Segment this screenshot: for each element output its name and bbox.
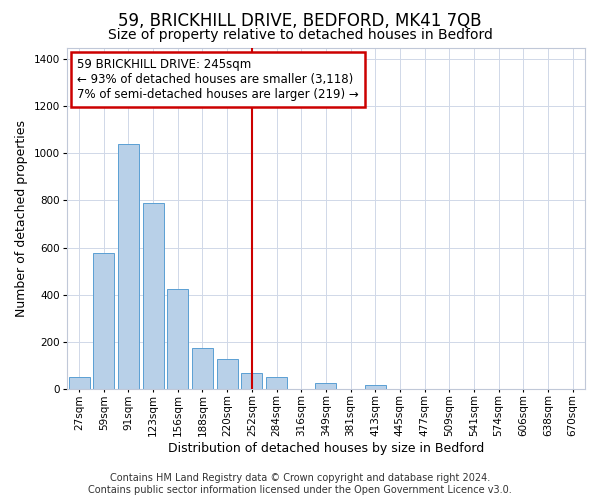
Bar [93, 254, 114, 389]
Text: 59, BRICKHILL DRIVE, BEDFORD, MK41 7QB: 59, BRICKHILL DRIVE, BEDFORD, MK41 7QB [118, 12, 482, 30]
Bar [241, 374, 262, 389]
Y-axis label: Number of detached properties: Number of detached properties [15, 120, 28, 316]
Bar [118, 144, 139, 389]
X-axis label: Distribution of detached houses by size in Bedford: Distribution of detached houses by size … [168, 442, 484, 455]
Bar [316, 383, 337, 389]
Bar [192, 348, 213, 389]
Bar [217, 360, 238, 389]
Bar [266, 377, 287, 389]
Bar [143, 203, 164, 389]
Bar [167, 288, 188, 389]
Text: Contains HM Land Registry data © Crown copyright and database right 2024.
Contai: Contains HM Land Registry data © Crown c… [88, 474, 512, 495]
Bar [365, 385, 386, 389]
Bar [68, 377, 89, 389]
Text: 59 BRICKHILL DRIVE: 245sqm
← 93% of detached houses are smaller (3,118)
7% of se: 59 BRICKHILL DRIVE: 245sqm ← 93% of deta… [77, 58, 359, 100]
Text: Size of property relative to detached houses in Bedford: Size of property relative to detached ho… [107, 28, 493, 42]
